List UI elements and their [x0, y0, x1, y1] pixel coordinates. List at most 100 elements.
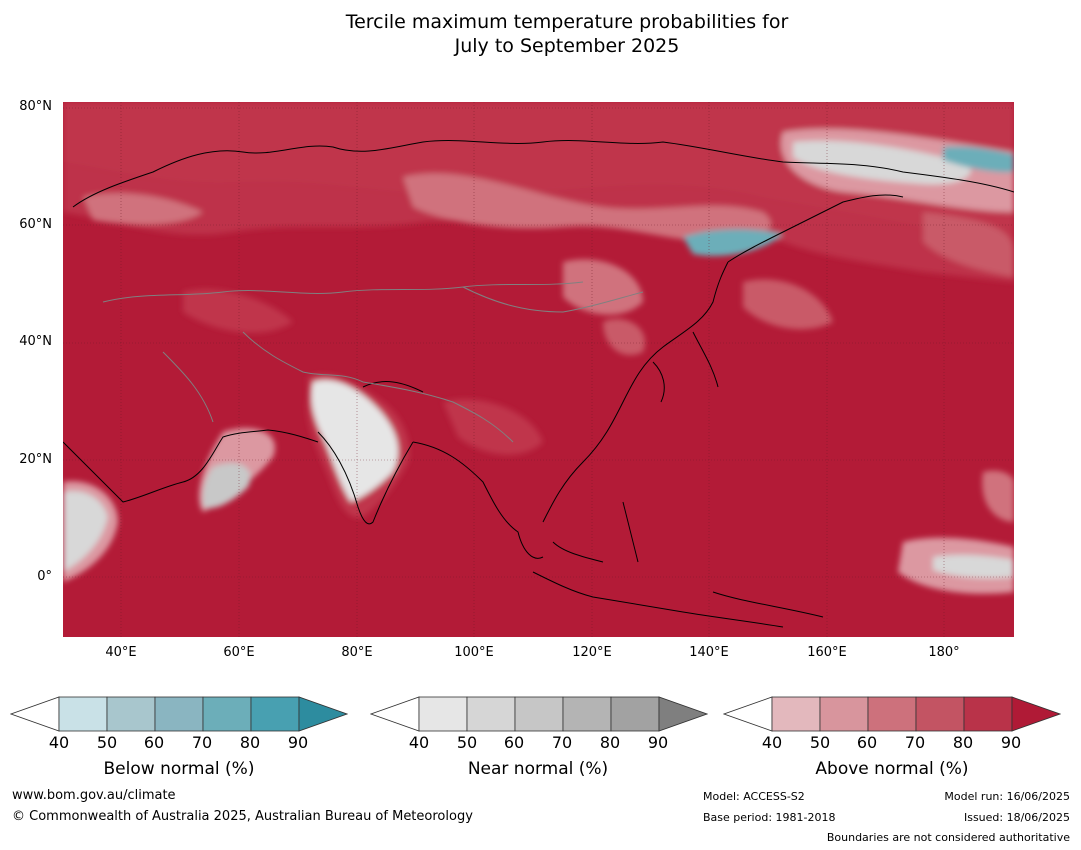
lat-label-60n: 60°N	[19, 217, 52, 232]
copyright-text: © Commonwealth of Australia 2025, Austra…	[12, 809, 473, 824]
new-guinea-coast	[712, 591, 824, 618]
chart-title: Tercile maximum temperature probabilitie…	[0, 10, 1081, 58]
colorbar-segment	[154, 696, 204, 732]
above-normal-80-north	[63, 102, 1014, 252]
forecast-map[interactable]	[63, 102, 1014, 637]
near-normal-title: Near normal (%)	[467, 759, 609, 779]
lat-label-40n: 40°N	[19, 334, 52, 349]
iran-border	[162, 351, 214, 423]
below-normal-east-arctic	[943, 146, 1014, 173]
colorbar-segment	[610, 696, 660, 732]
above-normal-60-mongolia	[563, 259, 643, 315]
colorbar-segment	[514, 696, 564, 732]
colorbar-max-extend	[298, 696, 348, 732]
colorbar-segment	[106, 696, 156, 732]
below-normal-title: Below normal (%)	[103, 759, 255, 779]
national-borders	[102, 281, 644, 443]
russia-south-border	[102, 281, 584, 303]
near-tick-70: 70	[551, 733, 573, 752]
indonesia-coast	[532, 571, 784, 628]
disclaimer-text: Boundaries are not considered authoritat…	[826, 831, 1070, 844]
lon-label-160e: 160°E	[807, 645, 847, 660]
issued-text: Issued: 18/06/2025	[963, 811, 1070, 824]
colorbar-segment	[771, 696, 821, 732]
probability-shading	[63, 102, 1014, 594]
lat-label-80n: 80°N	[19, 99, 52, 114]
lon-label-40e: 40°E	[105, 645, 137, 660]
lat-label-equator: 0°	[37, 569, 52, 584]
below-normal-okhotsk	[683, 229, 783, 256]
above-normal-70-china	[603, 318, 645, 356]
lat-label-20n: 20°N	[19, 452, 52, 467]
above-normal-colorbar	[723, 696, 1061, 732]
below-tick-60: 60	[143, 733, 165, 752]
base-period-text: Base period: 1981-2018	[703, 811, 836, 824]
map-svg	[63, 102, 1014, 637]
near-tick-90: 90	[647, 733, 669, 752]
near-normal-east-arctic	[793, 140, 971, 185]
colorbar-max-extend	[1011, 696, 1061, 732]
title-line-2: July to September 2025	[454, 35, 680, 57]
mongolia-border	[462, 286, 644, 313]
above-normal-50-east-africa	[63, 481, 118, 582]
above-tick-40: 40	[761, 733, 783, 752]
colorbar-segment	[250, 696, 300, 732]
website-link[interactable]: www.bom.gov.au/climate	[12, 788, 176, 803]
near-normal-colorbar	[370, 696, 708, 732]
above-tick-60: 60	[856, 733, 878, 752]
okhotsk-coast	[727, 194, 904, 263]
lon-label-120e: 120°E	[572, 645, 612, 660]
korea-coast	[652, 361, 665, 403]
pakistan-border	[242, 331, 364, 383]
colorbar-min-extend	[723, 696, 773, 732]
near-normal-arabian-sea	[202, 463, 251, 509]
colorbar-segment	[867, 696, 917, 732]
colorbar-min-extend	[370, 696, 420, 732]
lon-label-60e: 60°E	[223, 645, 255, 660]
philippines-coast	[622, 501, 639, 563]
below-tick-80: 80	[239, 733, 261, 752]
china-coast	[542, 261, 729, 523]
above-tick-70: 70	[904, 733, 926, 752]
above-normal-70-japan	[743, 279, 833, 330]
near-normal-east-africa	[63, 490, 108, 572]
japan-coast	[692, 331, 719, 388]
near-tick-80: 80	[599, 733, 621, 752]
borneo-coast	[552, 541, 604, 563]
above-tick-80: 80	[952, 733, 974, 752]
lon-label-100e: 100°E	[454, 645, 494, 660]
colorbar-max-extend	[658, 696, 708, 732]
colorbar-segment	[963, 696, 1013, 732]
arctic-coast	[72, 140, 1014, 208]
colorbar-segment	[466, 696, 516, 732]
china-india-border	[362, 381, 514, 443]
graticule	[63, 102, 1014, 637]
above-tick-50: 50	[809, 733, 831, 752]
india-coast	[317, 431, 414, 525]
above-normal-60-west	[83, 192, 203, 225]
bay-of-bengal-coast	[412, 441, 544, 559]
coastlines	[63, 140, 1014, 628]
above-normal-80-central-asia	[183, 289, 293, 333]
colorbar-segment	[562, 696, 612, 732]
near-tick-40: 40	[408, 733, 430, 752]
lon-label-180: 180°	[928, 645, 960, 660]
near-normal-india	[311, 380, 399, 502]
above-normal-80-tibet	[443, 399, 543, 455]
lon-label-80e: 80°E	[341, 645, 373, 660]
below-tick-40: 40	[48, 733, 70, 752]
below-tick-90: 90	[287, 733, 309, 752]
colorbar-segment	[418, 696, 468, 732]
below-tick-50: 50	[96, 733, 118, 752]
above-tick-90: 90	[1000, 733, 1022, 752]
below-normal-colorbar	[10, 696, 348, 732]
lon-label-140e: 140°E	[689, 645, 729, 660]
above-normal-60-far-east	[982, 470, 1014, 522]
near-normal-pacific	[933, 554, 1014, 579]
near-tick-60: 60	[503, 733, 525, 752]
above-normal-70-bering	[923, 212, 1014, 277]
above-normal-title: Above normal (%)	[815, 759, 969, 779]
model-text: Model: ACCESS-S2	[703, 790, 805, 803]
colorbar-segment	[58, 696, 108, 732]
colorbar-segment	[915, 696, 965, 732]
